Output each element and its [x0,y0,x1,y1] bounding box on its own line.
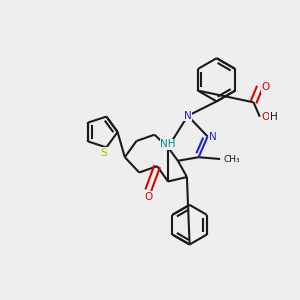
Text: H: H [270,112,278,122]
Text: NH: NH [160,139,176,149]
Text: CH₃: CH₃ [223,154,240,164]
Text: O: O [262,82,270,92]
Text: N: N [184,111,192,121]
Text: S: S [101,148,107,158]
Text: O: O [144,192,152,202]
Text: N: N [209,131,217,142]
Text: O: O [262,112,270,122]
